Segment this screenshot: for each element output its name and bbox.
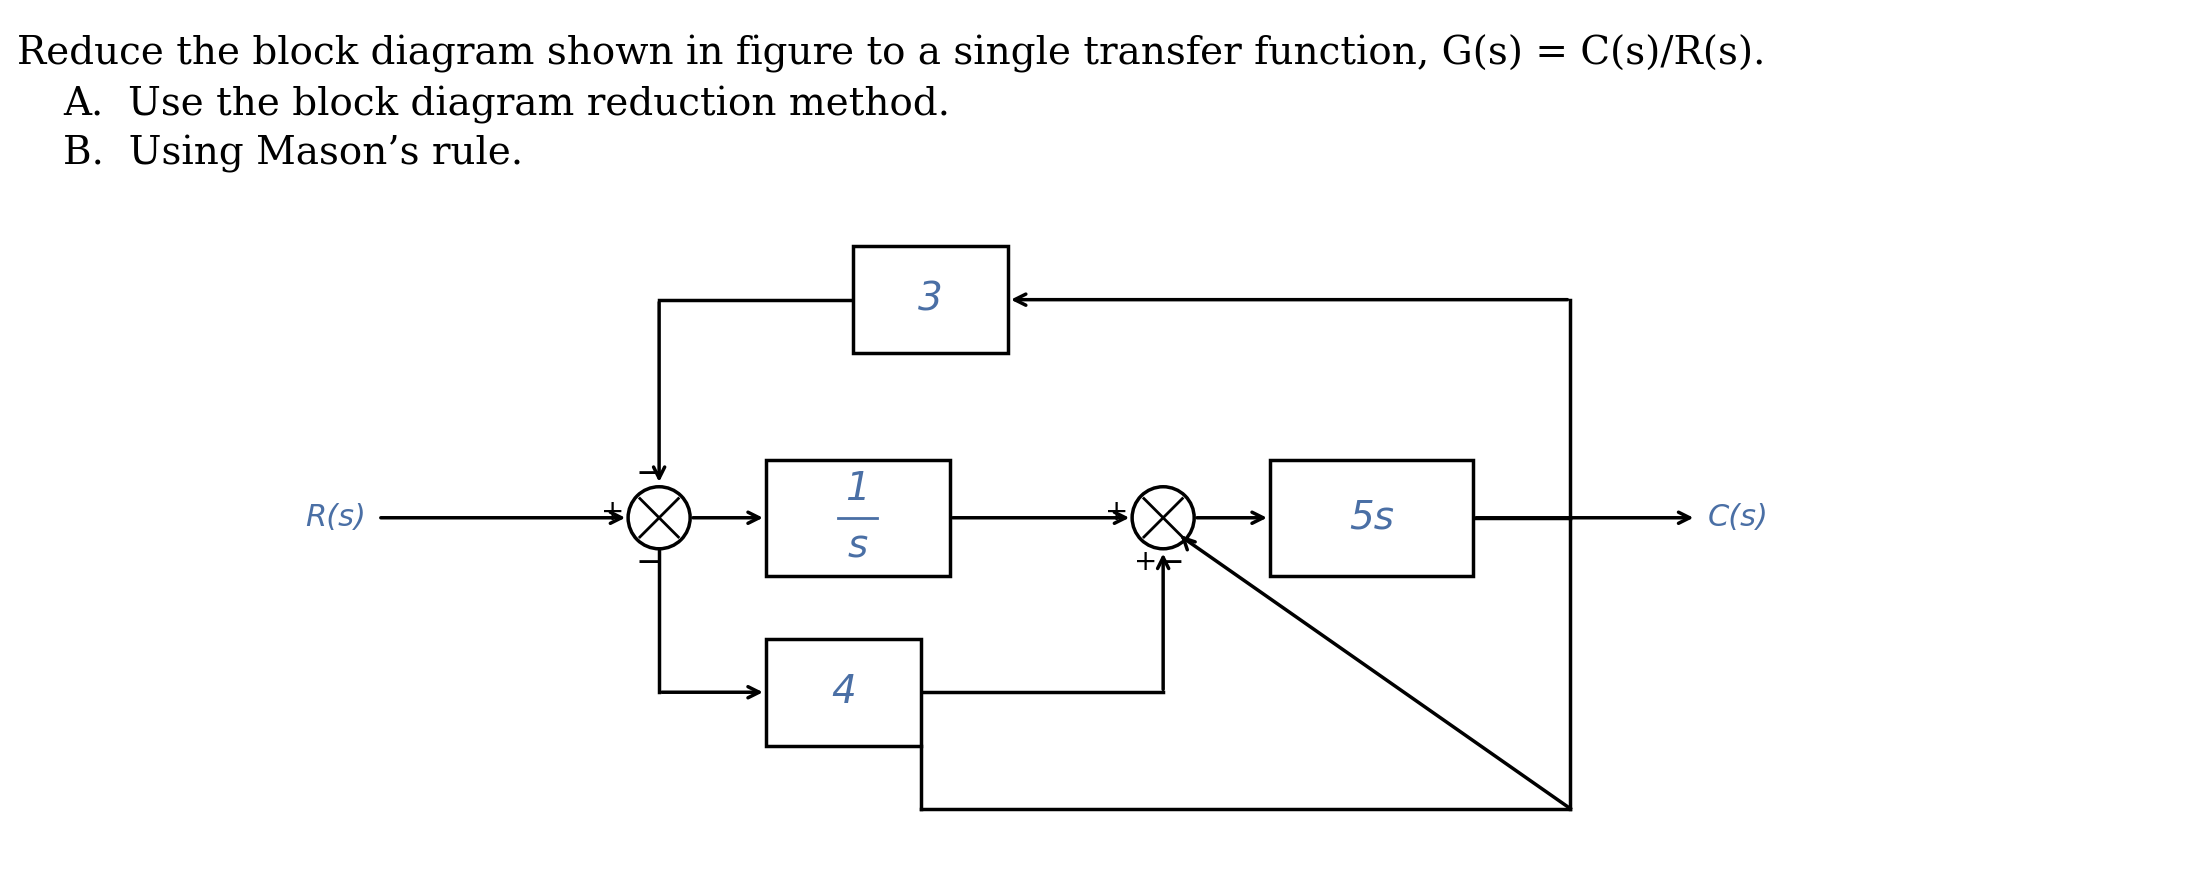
Circle shape [627, 486, 691, 549]
Text: A.  Use the block diagram reduction method.: A. Use the block diagram reduction metho… [64, 87, 950, 124]
Bar [766, 639, 921, 746]
Text: s: s [847, 527, 869, 565]
Text: B.  Using Mason’s rule.: B. Using Mason’s rule. [64, 135, 522, 173]
Text: 4: 4 [832, 673, 856, 712]
Text: +: + [601, 498, 625, 526]
Text: +: + [1106, 498, 1128, 526]
Text: Reduce the block diagram shown in figure to a single transfer function, G(s) = C: Reduce the block diagram shown in figure… [18, 35, 1766, 73]
Text: C(s): C(s) [1707, 503, 1768, 532]
Text: −: − [1156, 546, 1185, 578]
Text: −: − [636, 457, 663, 490]
Bar [1270, 460, 1474, 576]
Text: 1: 1 [845, 470, 871, 508]
Bar [766, 460, 950, 576]
Text: −: − [636, 546, 663, 578]
Text: 3: 3 [917, 281, 943, 318]
Text: 5s: 5s [1349, 499, 1393, 536]
Circle shape [1132, 486, 1194, 549]
Text: +: + [1134, 548, 1158, 577]
Bar [853, 247, 1007, 353]
Text: R(s): R(s) [305, 503, 366, 532]
